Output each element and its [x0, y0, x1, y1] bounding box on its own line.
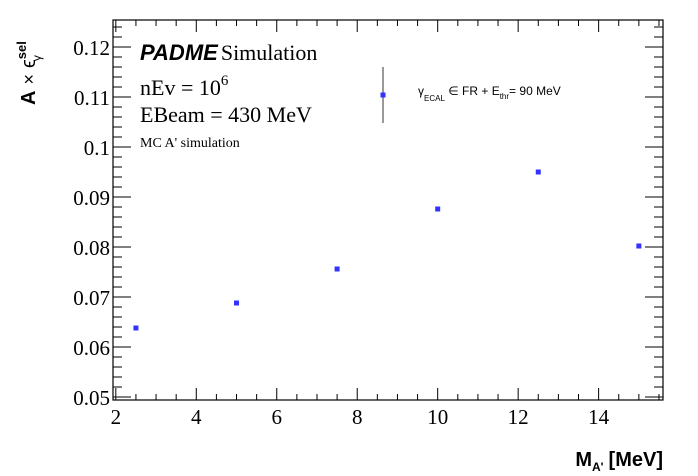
x-axis-title: MA' [MeV]: [575, 449, 663, 474]
nev-label: nEv = 10: [140, 75, 221, 100]
nev-text: nEv = 106: [140, 73, 229, 100]
x-tick-label: 14: [588, 405, 610, 429]
axis-ticks: 2 4 6 8 10 12 14 0.05 0.06 0.07 0.08 0.09 0.1 0.11 0.1…: [73, 20, 663, 429]
data-point: [133, 325, 139, 331]
simulation-label: Simulation: [221, 40, 318, 65]
legend-end: = 90 MeV: [509, 84, 561, 98]
legend-mid: ∈ FR + E: [445, 84, 500, 98]
x-tick-label: 12: [508, 405, 529, 429]
x-tick-label: 10: [427, 405, 448, 429]
legend-thr: thr: [500, 92, 510, 101]
legend-marker: [380, 92, 386, 98]
y-tick-label: 0.1: [84, 136, 110, 160]
ylabel-sup: sel: [14, 41, 29, 59]
ylabel-times: ×: [19, 74, 39, 85]
y-tick-label: 0.05: [73, 386, 110, 410]
legend-ecal: ECAL: [424, 94, 445, 103]
y-tick-label: 0.08: [73, 236, 110, 260]
data-point: [334, 266, 340, 272]
ylabel-main: A: [18, 91, 40, 105]
legend-gamma: γ: [418, 84, 424, 98]
legend-label: γECAL ∈ FR + Ethr= 90 MeV: [418, 84, 561, 103]
y-tick-label: 0.06: [73, 336, 110, 360]
ylabel-eps: ϵ: [18, 59, 40, 68]
nev-exponent: 6: [221, 73, 229, 89]
data-point: [636, 243, 642, 249]
plot-frame: [112, 19, 664, 401]
x-tick-label: 4: [191, 405, 202, 429]
y-tick-label: 0.09: [73, 186, 110, 210]
y-tick-label: 0.07: [73, 286, 110, 310]
x-tick-label: 8: [352, 405, 363, 429]
x-tick-label: 6: [272, 405, 283, 429]
data-point: [234, 300, 240, 306]
xlabel-sub: A': [592, 460, 604, 474]
legend: γECAL ∈ FR + Ethr= 90 MeV: [380, 67, 561, 123]
y-axis-title: A × ϵselγ: [14, 41, 44, 105]
mc-label: MC A' simulation: [140, 136, 240, 151]
xlabel-unit: [MeV]: [609, 449, 663, 471]
annotation-block: PADME Simulation: [140, 40, 317, 65]
experiment-label: PADME: [140, 40, 219, 65]
data-point: [435, 206, 441, 212]
svg-text:A×ϵselγ: A × ϵselγ: [14, 41, 44, 105]
xlabel-main: M: [575, 449, 592, 471]
ebeam-label: EBeam = 430 MeV: [140, 102, 312, 127]
ylabel-sub: γ: [30, 55, 44, 61]
data-point: [535, 169, 541, 175]
y-tick-label: 0.12: [73, 36, 110, 60]
x-tick-label: 2: [111, 405, 122, 429]
data-points: [133, 169, 642, 331]
y-tick-label: 0.11: [74, 86, 110, 110]
